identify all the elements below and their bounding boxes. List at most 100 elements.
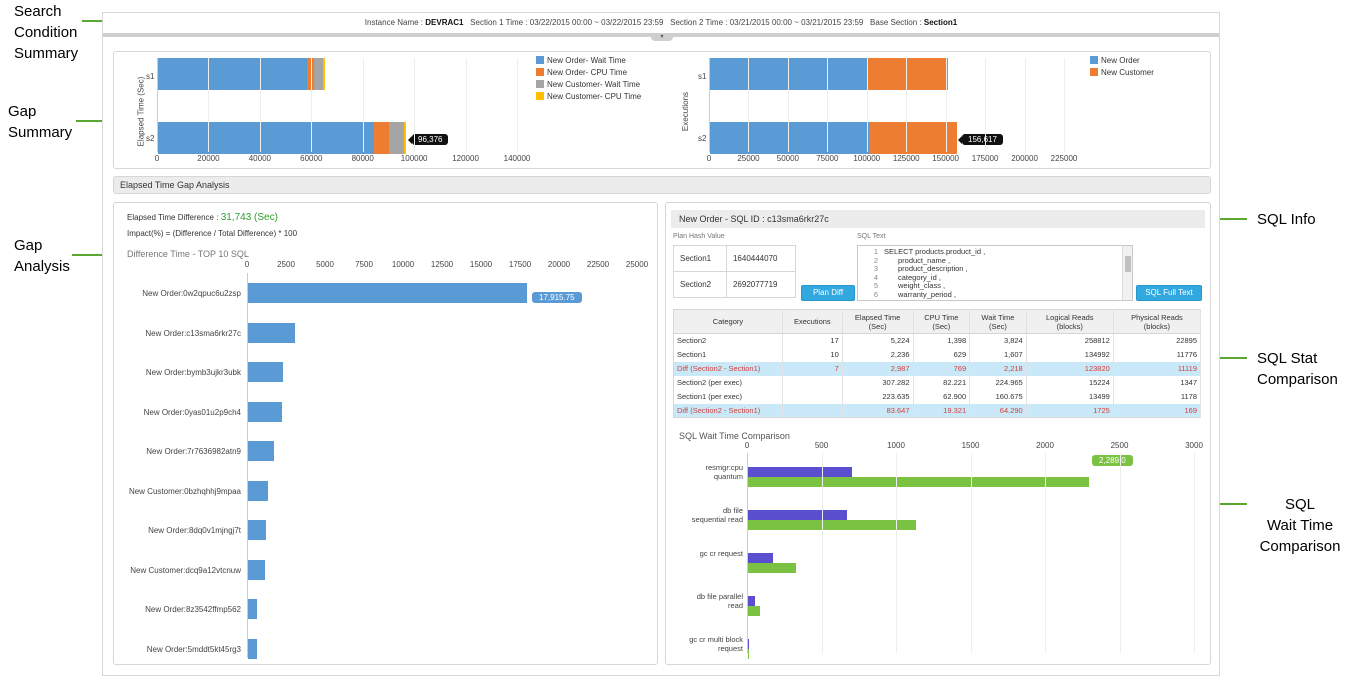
- top10-sql-label: New Order:8z3542ffmp562: [145, 605, 241, 614]
- legend-new-order-cpu[interactable]: New Order- CPU Time: [536, 68, 627, 77]
- stat-column-header[interactable]: Physical Reads (blocks): [1113, 309, 1202, 334]
- x-tick-label: 150000: [932, 154, 960, 163]
- x-tick-label: 2000: [1036, 441, 1054, 450]
- annotation-search-condition: Search Condition Summary: [14, 1, 94, 64]
- wait-bar-series2: [748, 606, 760, 616]
- stat-cell: 307.282: [842, 375, 914, 390]
- stat-cell: 1,607: [969, 347, 1027, 362]
- stacked-bar-segment: [158, 122, 374, 154]
- exec-cat-s2: s2: [698, 134, 707, 143]
- x-tick-label: 0: [244, 260, 250, 269]
- section-title: Elapsed Time Gap Analysis: [113, 176, 1211, 194]
- gridline: [208, 58, 210, 152]
- top10-bar: [248, 520, 266, 540]
- stat-row: Section1 10 2,236 629 1,607 134992 11776: [673, 347, 1202, 362]
- stat-cell: 169: [1113, 403, 1202, 418]
- stat-column-header[interactable]: Wait Time (Sec): [969, 309, 1027, 334]
- sql-full-text-button[interactable]: SQL Full Text: [1136, 285, 1202, 301]
- line-number: 5: [873, 281, 878, 290]
- x-tick-label: 120000: [452, 154, 479, 163]
- collapse-chevron-icon[interactable]: ▾: [651, 34, 673, 41]
- annotation-text: SQL Stat Comparison: [1257, 350, 1338, 388]
- stat-cell: 62.900: [913, 389, 971, 404]
- wait-bar-series2: [748, 563, 797, 573]
- legend-new-customer-cpu[interactable]: New Customer- CPU Time: [536, 92, 641, 101]
- annotation-text: SQL Wait Time Comparison: [1259, 496, 1341, 555]
- top10-tooltip: 17,915.75: [532, 292, 582, 303]
- top10-bar: [248, 322, 295, 343]
- stat-cell: 769: [913, 361, 971, 376]
- gridline: [970, 453, 972, 653]
- stat-row: Section1 (per exec) 223.635 62.900 160.675 1…: [673, 389, 1202, 404]
- legend-label: New Customer- CPU Time: [547, 92, 642, 101]
- gridline: [362, 58, 364, 152]
- x-tick-label: 200000: [1011, 154, 1038, 163]
- line-number: 4: [873, 272, 878, 282]
- line-text: product_description ,: [898, 264, 968, 273]
- x-tick-label: 3000: [1185, 441, 1203, 450]
- gridline: [906, 58, 908, 152]
- legend-new-order[interactable]: New Order: [1090, 56, 1140, 65]
- top10-plot-area: [247, 273, 637, 659]
- sql-scroll-thumb[interactable]: [1125, 256, 1131, 272]
- elapsed-tooltip: 96,376: [407, 134, 449, 145]
- stat-cell: 64.290: [969, 403, 1027, 418]
- stat-column-header[interactable]: Category: [673, 309, 783, 334]
- wait-category-label: db file parallel read: [696, 592, 743, 610]
- sql-scrollbar[interactable]: [1122, 246, 1132, 300]
- x-tick-label: 75000: [816, 154, 839, 163]
- x-tick-label: 0: [154, 154, 160, 163]
- plan-section: Section2: [673, 271, 727, 298]
- stat-column-header[interactable]: Executions: [782, 309, 843, 334]
- stat-column-header[interactable]: Logical Reads (blocks): [1026, 309, 1114, 334]
- stat-column-header[interactable]: CPU Time (Sec): [913, 309, 971, 334]
- stat-cell: Diff (Section2 - Section1): [673, 361, 783, 376]
- x-tick-label: 140000: [503, 154, 531, 163]
- stat-cell: 2,987: [842, 361, 914, 376]
- gridline: [465, 58, 467, 152]
- stat-cell: [782, 403, 843, 418]
- annotation-sql-stat: SQL Stat Comparison: [1257, 348, 1347, 390]
- x-tick-label: 225000: [1050, 154, 1078, 163]
- plan-diff-button[interactable]: Plan Diff: [801, 285, 855, 301]
- legend-new-customer[interactable]: New Customer: [1090, 68, 1154, 77]
- executions-chart: Executions s1 s2 New Order New Customer …: [674, 52, 1212, 170]
- x-tick-label: 15000: [469, 260, 493, 269]
- legend-new-order-wait[interactable]: New Order- Wait Time: [536, 56, 626, 65]
- wait-bar-series1: [748, 639, 749, 649]
- line-text: product_name ,: [898, 255, 951, 265]
- plan-row: Section1 1640444070: [673, 245, 797, 272]
- wait-bar-series2: [748, 649, 749, 659]
- sql-info-panel: New Order - SQL ID : c13sma6rkr27c Plan …: [665, 202, 1211, 665]
- annotation-sql-wait: SQL Wait Time Comparison: [1255, 494, 1345, 557]
- wait-bar-series1: [748, 510, 848, 520]
- stat-cell: 223.635: [842, 389, 914, 404]
- x-tick-label: 100000: [400, 154, 428, 163]
- line-text: category_id ,: [898, 272, 941, 282]
- impact-formula: Impact(%) = (Difference / Total Differen…: [127, 229, 298, 238]
- legend-new-customer-wait[interactable]: New Customer- Wait Time: [536, 80, 640, 89]
- stat-cell: 224.965: [969, 375, 1027, 390]
- stat-header-row: Category Executions Elapsed Time (Sec) CPU …: [673, 309, 1202, 334]
- gridline: [827, 58, 829, 152]
- x-tick-label: 25000: [737, 154, 760, 163]
- wait-bar-series1: [748, 596, 756, 606]
- plan-section: Section1: [673, 245, 727, 272]
- elapsed-diff-value: 31,743 (Sec): [220, 212, 278, 223]
- stat-column-header[interactable]: Elapsed Time (Sec): [842, 309, 914, 334]
- stacked-bar-segment: [867, 58, 949, 90]
- plan-value: 2692077719: [725, 271, 797, 298]
- wait-category-label: gc cr request: [699, 549, 743, 558]
- sql-text-line: 2 product_name ,: [858, 255, 951, 265]
- line-text: weight_class ,: [898, 281, 946, 290]
- top10-sql-label: New Order:5mddt5kt45rg3: [146, 644, 241, 654]
- x-tick-label: 125000: [892, 154, 920, 163]
- stat-cell: [782, 375, 843, 390]
- top10-sql-label: New Order:0w2qpuc6u2zsp: [142, 289, 241, 298]
- sql-text-box[interactable]: 1 SELECT products.product_id , 2 product_na…: [857, 245, 1133, 301]
- x-tick-label: 0: [706, 154, 712, 163]
- wait-category-label: resmgr:cpu quantum: [705, 463, 743, 481]
- x-tick-label: 2500: [1110, 441, 1129, 450]
- wait-bar-series2: [748, 520, 916, 530]
- stacked-bar-segment: [313, 58, 323, 90]
